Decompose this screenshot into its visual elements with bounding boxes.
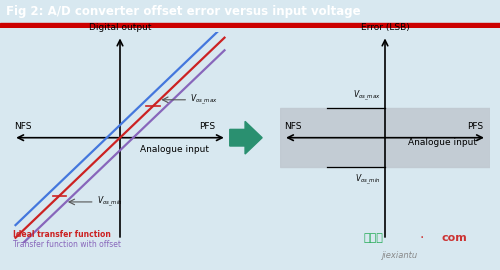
Text: NFS: NFS — [14, 122, 32, 131]
Text: 接线图: 接线图 — [363, 233, 383, 243]
Text: PFS: PFS — [467, 122, 483, 131]
Text: Fig 2: A/D converter offset error versus input voltage: Fig 2: A/D converter offset error versus… — [6, 5, 360, 18]
Text: jiexiantu: jiexiantu — [382, 251, 418, 260]
Text: com: com — [441, 233, 467, 243]
Text: $V_{os\_max}$: $V_{os\_max}$ — [190, 93, 218, 107]
Text: PFS: PFS — [199, 122, 216, 131]
Text: Analogue input: Analogue input — [408, 139, 477, 147]
Text: Transfer function with offset: Transfer function with offset — [14, 240, 122, 249]
FancyArrow shape — [230, 122, 262, 154]
Text: Digital output: Digital output — [89, 23, 151, 32]
Text: Ideal transfer function: Ideal transfer function — [14, 230, 111, 239]
Text: $V_{os\_max}$: $V_{os\_max}$ — [353, 89, 381, 103]
Text: $V_{os\_min}$: $V_{os\_min}$ — [355, 173, 381, 187]
Text: Error (LSB): Error (LSB) — [360, 23, 410, 32]
Text: ·: · — [420, 231, 424, 245]
Text: $V_{os\_min}$: $V_{os\_min}$ — [97, 195, 122, 209]
Text: NFS: NFS — [284, 122, 302, 131]
Bar — [0, 23, 500, 28]
Bar — [280, 108, 490, 167]
Text: Analogue input: Analogue input — [140, 145, 209, 154]
